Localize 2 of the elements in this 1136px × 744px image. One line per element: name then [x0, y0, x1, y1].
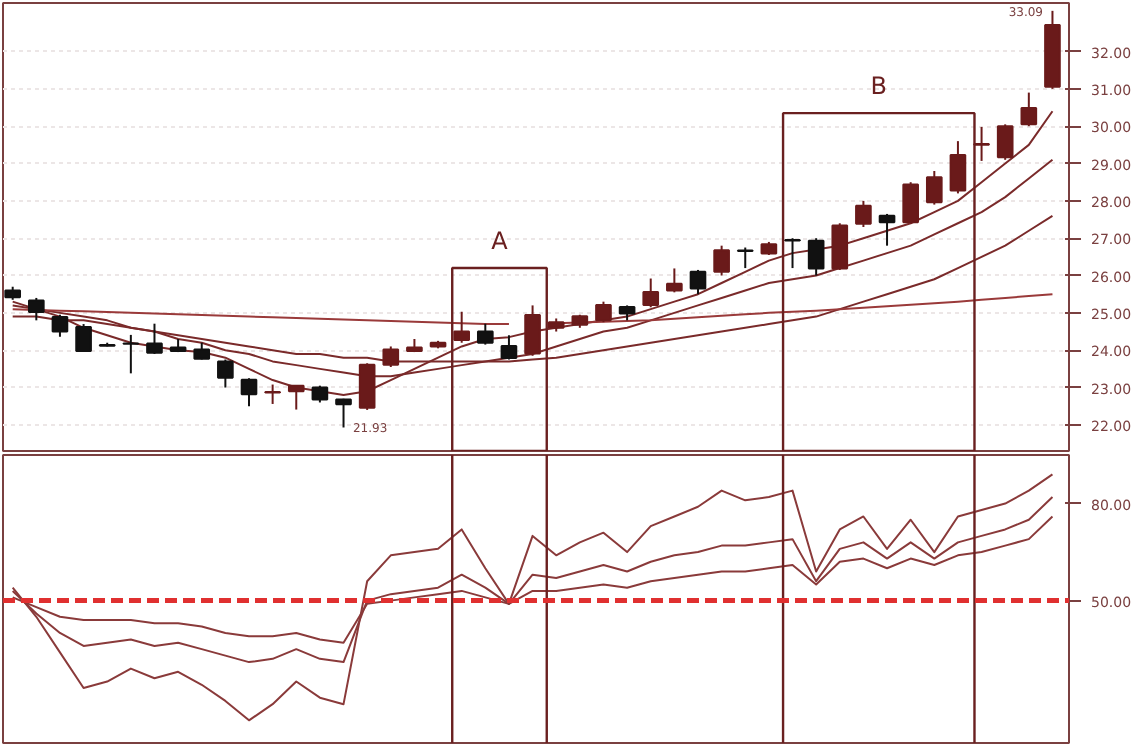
- annotation: A: [491, 226, 510, 255]
- annotation: B: [870, 71, 888, 100]
